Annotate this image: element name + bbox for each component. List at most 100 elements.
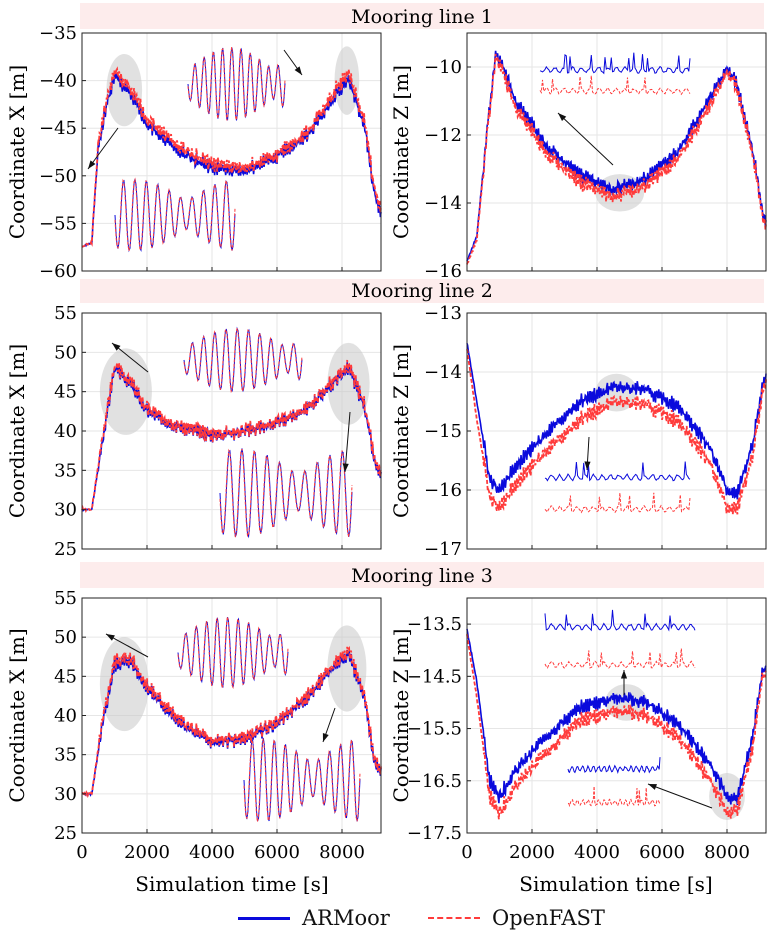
- inset-line-openfast: [539, 75, 691, 96]
- annotation-arrowhead: [88, 160, 96, 169]
- group-title-3: Mooring line 3: [351, 565, 493, 587]
- x-tick-label: 8000: [704, 842, 750, 863]
- series-line-openfast: [466, 53, 767, 265]
- x-tick-label: 6000: [639, 842, 685, 863]
- annotation-arrow: [87, 127, 119, 170]
- annotation-arrowhead: [584, 461, 591, 470]
- inset-line-armoor: [539, 52, 691, 75]
- x-tick-label: 2000: [509, 842, 555, 863]
- annotation-arrowhead: [322, 733, 329, 742]
- y-tick-label: 35: [54, 745, 77, 766]
- group-band-2: [80, 279, 764, 303]
- series-line-armoor: [466, 628, 767, 806]
- series-line-openfast: [81, 645, 382, 799]
- y-tick-label: 40: [54, 421, 77, 442]
- y-axis-label: Coordinate X [m]: [5, 628, 29, 802]
- x-tick-label: 0: [461, 842, 472, 863]
- inset-line-openfast: [219, 448, 353, 538]
- y-tick-label: −50: [39, 166, 77, 187]
- x-tick-label: 4000: [189, 842, 235, 863]
- y-tick-label: 50: [54, 627, 77, 648]
- series-line-openfast: [466, 349, 767, 516]
- annotation-arrowhead: [106, 634, 115, 641]
- axes-frame: [81, 32, 382, 272]
- inset-line-armoor: [114, 178, 236, 253]
- inset-line-openfast: [183, 327, 303, 394]
- annotation-arrow: [647, 783, 713, 809]
- y-tick-label: −15: [424, 421, 462, 442]
- y-tick-label: 45: [54, 382, 77, 403]
- legend-item-openfast: OpenFAST: [428, 906, 605, 930]
- y-tick-label: 35: [54, 460, 77, 481]
- inset-line-openfast: [243, 738, 361, 822]
- y-tick-label: 55: [54, 588, 77, 609]
- legend-item-armoor: ARMoor: [238, 906, 390, 930]
- axes-frame: [466, 32, 767, 272]
- annotation-arrow: [557, 112, 614, 166]
- annotation-arrowhead: [620, 670, 628, 679]
- inset-line-openfast: [567, 786, 661, 808]
- y-tick-label: 25: [54, 539, 77, 560]
- axes-frame: [466, 597, 767, 834]
- legend-label-openfast: OpenFAST: [492, 906, 605, 930]
- panel-5: 55 50 45 40 35 30 250 2000 4000 6000 8000 Coordinat…: [5, 588, 382, 863]
- y-tick-label: 55: [54, 303, 77, 324]
- y-axis-label: Coordinate Z [m]: [389, 628, 413, 802]
- panel-3: 55 50 45 40 35 30 25 Coordinate X [m]: [5, 303, 382, 560]
- y-tick-label: −55: [39, 213, 77, 234]
- y-tick-label: −17.5: [407, 823, 462, 844]
- panel-6: −13.5 −14.5 −15.5 −16.5 −17.50 2000 4000 6000 80…: [389, 597, 767, 863]
- zoom-highlight-ellipse: [327, 342, 370, 425]
- zoom-highlight-ellipse: [99, 637, 149, 732]
- y-tick-label: −10: [424, 57, 462, 78]
- y-tick-label: −16: [424, 261, 462, 282]
- y-tick-label: −16.5: [407, 771, 462, 792]
- inset-line-openfast: [114, 177, 236, 251]
- x-axis-label: Simulation time [s]: [519, 872, 712, 896]
- legend-swatch-openfast: [428, 917, 480, 919]
- x-tick-label: 2000: [124, 842, 170, 863]
- inset-line-openfast: [187, 47, 286, 121]
- panel-1: −35 −40 −45 −50 −55 −60 Coordinate X [m]: [5, 23, 382, 282]
- group-title-2: Mooring line 2: [351, 280, 493, 302]
- x-axis-label: Simulation time [s]: [135, 872, 328, 896]
- y-tick-label: −45: [39, 118, 77, 139]
- y-tick-label: 45: [54, 666, 77, 687]
- y-tick-label: −14.5: [407, 666, 462, 687]
- annotation-arrowhead: [558, 113, 567, 122]
- y-axis-label: Coordinate Z [m]: [389, 344, 413, 518]
- y-tick-label: 50: [54, 342, 77, 363]
- inset-line-armoor: [544, 461, 691, 482]
- group-band-1: [80, 3, 764, 29]
- y-tick-label: 40: [54, 706, 77, 727]
- annotation-arrowhead: [648, 784, 657, 790]
- y-tick-label: −40: [39, 71, 77, 92]
- y-tick-label: −14: [424, 362, 462, 383]
- series-line-armoor: [466, 343, 767, 500]
- y-tick-label: −15.5: [407, 719, 462, 740]
- y-axis-label: Coordinate X [m]: [5, 344, 29, 518]
- y-tick-label: 30: [54, 784, 77, 805]
- group-band-3: [80, 562, 764, 588]
- y-tick-label: −13: [424, 303, 462, 324]
- annotation-arrowhead: [294, 66, 302, 75]
- inset-line-openfast: [177, 616, 289, 690]
- y-tick-label: −14: [424, 193, 462, 214]
- y-tick-label: −17: [424, 539, 462, 560]
- series-line-openfast: [466, 634, 767, 820]
- panel-4: −13 −14 −15 −16 −17 Coordinate Z [m]: [389, 303, 767, 560]
- y-tick-label: −12: [424, 125, 462, 146]
- y-axis-label: Coordinate X [m]: [5, 65, 29, 239]
- series-line-openfast: [81, 66, 382, 248]
- group-title-1: Mooring line 1: [351, 6, 493, 28]
- y-tick-label: −16: [424, 480, 462, 501]
- x-tick-label: 0: [76, 842, 87, 863]
- x-tick-label: 8000: [319, 842, 365, 863]
- annotation-arrow: [344, 411, 351, 473]
- series-line-armoor: [466, 50, 767, 262]
- inset-line-armoor: [183, 326, 303, 392]
- series-line-openfast: [81, 359, 382, 513]
- y-axis-label: Coordinate Z [m]: [389, 65, 413, 239]
- inset-line-armoor: [544, 609, 696, 632]
- legend-label-armoor: ARMoor: [302, 906, 390, 930]
